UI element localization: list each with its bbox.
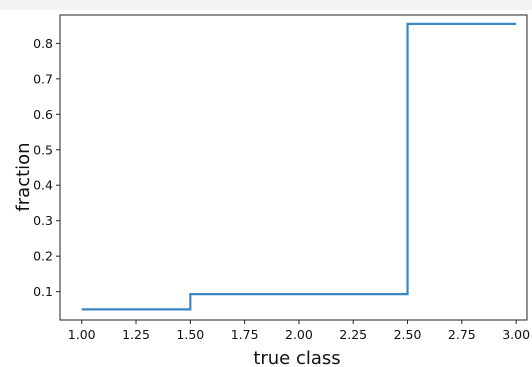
y-axis-label: fraction (13, 142, 34, 211)
x-tick-label: 2.75 (448, 327, 476, 342)
y-axis: 0.1 0.2 0.3 0.4 0.5 0.6 0.7 0.8 (33, 36, 60, 299)
x-tick-label: 2.25 (339, 327, 367, 342)
y-tick-label: 0.7 (33, 71, 53, 86)
series-step-line (81, 22, 517, 311)
y-tick-label: 0.6 (33, 107, 53, 122)
y-tick-label: 0.8 (33, 36, 53, 51)
y-tick-label: 0.5 (33, 142, 53, 157)
series-layer (81, 22, 517, 311)
top-strip (0, 0, 532, 10)
y-tick-label: 0.2 (33, 249, 53, 264)
x-axis: 1.00 1.25 1.50 1.75 2.00 2.25 2.50 2.75 3.00 (68, 320, 530, 342)
plot-frame (59, 14, 528, 321)
x-tick-label: 1.75 (231, 327, 259, 342)
x-axis-label: true class (253, 348, 340, 367)
x-tick-label: 1.25 (122, 327, 150, 342)
x-tick-label: 1.50 (176, 327, 204, 342)
x-tick-label: 2.00 (285, 327, 313, 342)
x-tick-label: 1.00 (68, 327, 96, 342)
x-tick-label: 2.50 (394, 327, 422, 342)
y-tick-label: 0.4 (33, 178, 53, 193)
y-tick-label: 0.3 (33, 213, 53, 228)
x-tick-label: 3.00 (502, 327, 530, 342)
y-tick-label: 0.1 (33, 284, 53, 299)
